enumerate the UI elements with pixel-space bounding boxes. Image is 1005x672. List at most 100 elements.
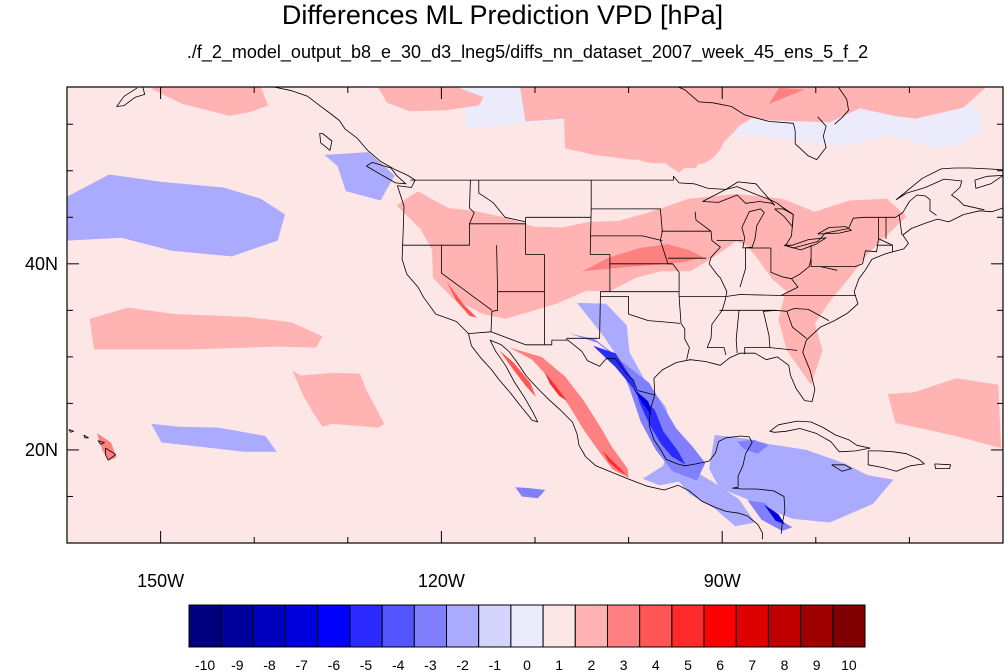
colorbar-swatch [349,604,383,648]
boundary-line [769,347,798,351]
colorbar-swatch [574,604,608,648]
colorbar-swatch [832,604,866,648]
contour-region [887,378,1002,449]
boundary-line [366,161,407,185]
x-tick-label: 90W [704,571,741,591]
colorbar-swatch [703,604,737,648]
y-tick-label: 40N [25,254,58,274]
boundary-line [105,447,117,461]
boundary-line [97,440,105,445]
colorbar-swatch [606,604,641,648]
colorbar-swatch [446,604,480,648]
contour-region [709,435,894,523]
colorbar-label: 9 [813,657,821,672]
colorbar: -10 -9 -8 -7 -6 -5 -4 -3 -2 -1 0 1 2 3 4 5 6 7 8 9 10 [188,604,866,672]
boundary-line [898,214,903,236]
contour-layer [67,87,1003,531]
colorbar-swatch [510,604,544,648]
boundary-line [678,87,827,161]
colorbar-label: -7 [295,657,308,672]
colorbar-swatch [413,604,448,648]
colorbar-swatch [220,604,254,648]
boundary-line [934,463,951,470]
boundary-line [783,237,827,251]
colorbar-label: -10 [195,657,215,672]
boundary-layer [68,87,1003,540]
contour-region [769,87,805,104]
boundary-line [834,87,849,125]
boundary-line [810,238,893,268]
boundary-line [478,180,526,223]
boundary-line [769,420,871,453]
boundary-line [895,167,1003,211]
boundary-line [116,87,146,107]
colorbar-label: -1 [489,657,502,672]
colorbar-swatch [735,604,769,648]
colorbar-label: -3 [424,657,437,672]
colorbar-swatch [381,604,415,648]
boundary-line [741,208,765,249]
boundary-line [744,309,807,355]
colorbar-label: -8 [263,657,276,672]
boundary-line [648,394,786,534]
chart-title: Differences ML Prediction VPD [hPa] [281,0,724,30]
contour-region [151,423,277,452]
colorbar-label: 2 [588,657,596,672]
colorbar-swatch [188,604,222,648]
boundary-line [653,207,1003,402]
colorbar-label: 3 [620,657,628,672]
colorbar-label: 5 [684,657,692,672]
contour-region [582,244,704,272]
boundary-line [726,248,799,297]
boundary-line [791,258,812,280]
boundary-line [831,464,852,472]
boundary-line [590,180,690,360]
colorbar-label: 10 [841,657,857,672]
contour-region [515,487,546,499]
boundary-line [525,217,545,345]
colorbar-label: 0 [523,657,531,672]
contour-region [151,87,269,116]
x-tick-label: 120W [418,571,465,591]
colorbar-swatch [252,604,287,648]
contour-region [509,347,629,478]
colorbar-label: -6 [328,657,341,672]
colorbar-label: 1 [555,657,563,672]
contour-region [499,350,536,397]
boundary-line [468,331,655,396]
boundary-line [694,211,712,232]
boundary-line [319,133,333,151]
colorbar-swatch [285,604,319,648]
contour-region [633,388,652,416]
boundary-line [786,308,830,321]
boundary-line [706,231,728,356]
contour-region [396,191,907,385]
colorbar-label: 6 [716,657,724,672]
contour-region [602,450,627,476]
x-tick-label: 150W [137,571,184,591]
colorbar-label: 7 [748,657,756,672]
colorbar-swatch [767,604,802,648]
boundary-line [590,235,663,241]
contour-region [97,433,117,461]
axis-ticks [66,87,1004,543]
contour-region [544,371,567,401]
colorbar-swatch [800,604,834,648]
colorbar-label: -4 [392,657,405,672]
colorbar-swatch [478,604,512,648]
boundary-line [702,181,775,206]
axis-labels: 150W 120W 90W 20N 40N [25,254,741,591]
colorbar-label: 4 [652,657,660,672]
colorbar-label: -2 [456,657,469,672]
boundary-line [774,208,794,228]
y-tick-label: 20N [25,440,58,460]
boundary-line [490,245,499,332]
boundary-line [867,450,925,472]
boundary-line [735,310,740,354]
boundary-line [68,429,74,433]
contour-region [67,174,286,257]
contour-region [747,500,793,531]
boundary-line [820,266,838,271]
boundary-line [817,226,852,235]
